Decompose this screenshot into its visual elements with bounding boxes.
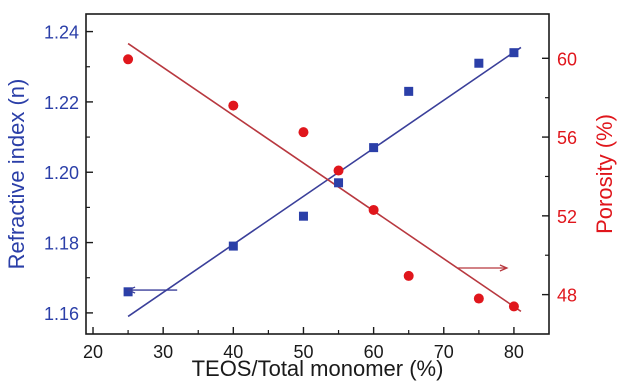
x-tick-label: 70 [434, 342, 454, 362]
y-axis-left-label: Refractive index (n) [4, 79, 29, 270]
y-right-tick-label: 48 [557, 286, 577, 306]
refractive-index-point [334, 178, 344, 188]
refractive-index-point [474, 58, 484, 68]
tick-layer [86, 30, 549, 334]
fit-lines [127, 42, 522, 318]
porosity-fit-line [127, 42, 522, 313]
x-tick-label: 80 [504, 342, 524, 362]
refractive-index-point [369, 143, 379, 153]
refractive-index-point [509, 48, 519, 58]
porosity-point [508, 301, 519, 312]
axis-arrows [126, 264, 509, 294]
y-left-tick-label: 1.24 [44, 23, 79, 43]
x-tick-label: 20 [83, 342, 103, 362]
y-left-tick-label: 1.22 [44, 93, 79, 113]
porosity-point [403, 270, 414, 281]
porosity-point [298, 127, 309, 138]
y-right-tick-label: 60 [557, 49, 577, 69]
y-axis-right-label: Porosity (%) [592, 114, 617, 234]
x-tick-label: 50 [293, 342, 313, 362]
porosity-point [228, 100, 239, 111]
x-axis-label: TEOS/Total monomer (%) [192, 356, 444, 381]
refractive-index-fit-line [127, 46, 522, 318]
porosity-point [368, 204, 379, 215]
refractive-index-point [123, 287, 133, 297]
plot-frame [85, 13, 550, 335]
y-left-tick-label: 1.20 [44, 163, 79, 183]
y-right-tick-label: 52 [557, 207, 577, 227]
refractive-index-point [298, 211, 308, 221]
tick-labels: 20 30 40 50 60 70 80 1.16 1.18 1.20 1.22 1.24 48 52 56… [44, 23, 577, 362]
data-points [123, 48, 519, 312]
x-tick-label: 60 [364, 342, 384, 362]
y-left-tick-label: 1.16 [44, 304, 79, 324]
porosity-point [333, 165, 344, 176]
refractive-index-point [404, 86, 414, 96]
y-right-tick-label: 56 [557, 128, 577, 148]
x-tick-label: 40 [223, 342, 243, 362]
porosity-point [123, 54, 134, 65]
left-axis-arrow [126, 286, 178, 294]
refractive-index-point [228, 241, 238, 251]
x-tick-label: 30 [153, 342, 173, 362]
y-left-tick-label: 1.18 [44, 234, 79, 254]
right-axis-arrow [457, 264, 509, 272]
porosity-point [473, 293, 484, 304]
